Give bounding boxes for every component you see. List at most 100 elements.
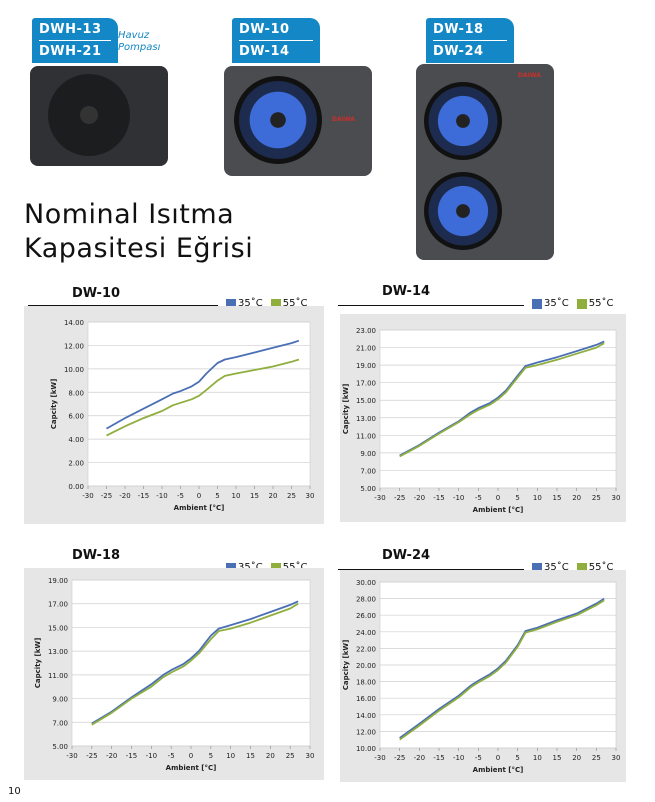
capacity-chart: 10.00 12.00 14.00 16.00 18.00 20.00 22.00 24.00… xyxy=(340,570,626,782)
x-tick-label: 20 xyxy=(572,494,581,502)
x-tick-label: 5 xyxy=(515,494,519,502)
series-line-35c xyxy=(399,597,605,739)
chart-legend: 35˚C 55˚C xyxy=(226,298,315,309)
x-tick-label: 30 xyxy=(306,492,315,500)
fan-icon xyxy=(424,82,502,160)
x-tick-label: -25 xyxy=(394,494,405,502)
chart-title: DW-14 xyxy=(382,284,431,299)
y-tick-label: 8.00 xyxy=(68,389,84,397)
model-tag-top: DW-10 xyxy=(239,22,290,37)
x-tick-label: 25 xyxy=(287,492,296,500)
y-axis-label: Capcity [kW] xyxy=(50,379,58,430)
fan-icon xyxy=(234,76,322,164)
legend-item: 35˚C xyxy=(532,562,569,573)
y-tick-label: 22.00 xyxy=(356,645,376,653)
legend-item: 35˚C xyxy=(226,298,263,309)
x-tick-label: 15 xyxy=(250,492,259,500)
series-line-55c xyxy=(91,602,299,726)
x-tick-label: -30 xyxy=(82,492,93,500)
legend-item: 55˚C xyxy=(270,298,308,309)
y-tick-label: 28.00 xyxy=(356,596,376,604)
capacity-chart: 5.00 7.00 9.00 11.00 13.00 15.00 17.00 19.00 -30… xyxy=(24,568,324,780)
chart-title: DW-10 xyxy=(72,286,121,301)
x-tick-label: 0 xyxy=(189,752,193,760)
model-tag-bottom: DWH-21 xyxy=(39,44,102,59)
x-tick-label: 0 xyxy=(496,754,500,762)
chart-legend: 35˚C 55˚C xyxy=(226,562,315,573)
x-tick-label: 10 xyxy=(533,754,542,762)
y-tick-label: 20.00 xyxy=(356,662,376,670)
x-tick-label: 20 xyxy=(572,754,581,762)
x-tick-label: 20 xyxy=(266,752,275,760)
series-line-55c xyxy=(399,342,605,458)
heat-pump-dw18-image: DAIWA xyxy=(416,64,554,260)
plot-area xyxy=(379,329,617,489)
heading-line-1: Nominal Isıtma xyxy=(24,199,235,230)
y-tick-label: 6.00 xyxy=(68,413,84,421)
model-tag-dw10: DW-10 DW-14 xyxy=(232,18,320,63)
x-tick-label: -25 xyxy=(394,754,405,762)
model-tag-top: DWH-13 xyxy=(39,22,102,37)
y-tick-label: 7.00 xyxy=(52,719,68,727)
series-line-35c xyxy=(106,339,300,430)
legend-swatch xyxy=(270,562,281,573)
x-tick-label: 0 xyxy=(496,494,500,502)
brand-logo: DAIWA xyxy=(518,72,541,79)
pool-pump-note: Havuz Pompası xyxy=(118,30,161,53)
y-tick-label: 14.00 xyxy=(356,712,376,720)
model-tag-bottom: DW-24 xyxy=(433,44,484,59)
y-tick-label: 9.00 xyxy=(52,696,68,704)
legend-label: 55˚C xyxy=(588,562,614,573)
heading-line-2: Kapasitesi Eğrisi xyxy=(24,233,254,264)
series-line-55c xyxy=(106,358,300,437)
model-tag-dwh: DWH-13 DWH-21 xyxy=(32,18,118,63)
plot-area xyxy=(87,321,311,487)
x-tick-label: -30 xyxy=(374,494,385,502)
model-tag-dw18: DW-18 DW-24 xyxy=(426,18,514,63)
legend-swatch xyxy=(226,562,236,573)
y-tick-label: 0.00 xyxy=(68,483,84,491)
y-tick-label: 7.00 xyxy=(360,467,376,475)
y-tick-label: 15.00 xyxy=(356,397,376,405)
chart-title: DW-18 xyxy=(72,548,121,563)
chart-title-rule xyxy=(28,305,218,306)
x-axis-label: Ambient [°C] xyxy=(473,506,524,514)
y-axis-label: Capcity [kW] xyxy=(342,384,350,435)
x-tick-label: -5 xyxy=(177,492,184,500)
y-tick-label: 13.00 xyxy=(356,415,376,423)
y-tick-label: 23.00 xyxy=(356,327,376,335)
legend-item: 55˚C xyxy=(270,562,307,573)
chart-legend: 35˚C 55˚C xyxy=(532,298,621,309)
legend-swatch xyxy=(226,298,236,309)
capacity-chart: 5.00 7.00 9.00 11.00 13.00 15.00 17.00 19.00 21.… xyxy=(340,314,626,522)
x-tick-label: -30 xyxy=(374,754,385,762)
y-tick-label: 12.00 xyxy=(64,342,84,350)
x-tick-label: -5 xyxy=(475,754,482,762)
legend-item: 55˚C xyxy=(576,298,613,309)
y-tick-label: 16.00 xyxy=(356,695,376,703)
x-tick-label: -20 xyxy=(119,492,130,500)
y-tick-label: 14.00 xyxy=(64,319,84,327)
x-tick-label: -15 xyxy=(433,494,444,502)
capacity-chart: 0.00 2.00 4.00 6.00 8.00 10.00 12.00 14.00 -30 -2… xyxy=(24,306,324,524)
y-axis-label: Capcity [kW] xyxy=(342,640,350,691)
heat-pump-dw10-image: DAIWA xyxy=(224,66,372,176)
y-tick-label: 17.00 xyxy=(48,601,68,609)
y-tick-label: 12.00 xyxy=(356,728,376,736)
legend-label: 55˚C xyxy=(282,298,308,309)
y-tick-label: 9.00 xyxy=(360,450,376,458)
x-tick-label: -10 xyxy=(453,754,464,762)
x-tick-label: -25 xyxy=(86,752,97,760)
x-tick-label: 20 xyxy=(269,492,278,500)
legend-item: 35˚C xyxy=(226,562,263,573)
legend-label: 35˚C xyxy=(238,562,263,573)
x-tick-label: -15 xyxy=(138,492,149,500)
model-tag-top: DW-18 xyxy=(433,22,484,37)
x-tick-label: -10 xyxy=(453,494,464,502)
x-tick-label: 5 xyxy=(515,754,519,762)
x-tick-label: -10 xyxy=(146,752,157,760)
model-tag-bottom: DW-14 xyxy=(239,44,290,59)
x-tick-label: 25 xyxy=(286,752,295,760)
legend-swatch xyxy=(576,562,587,573)
x-tick-label: 10 xyxy=(533,494,542,502)
